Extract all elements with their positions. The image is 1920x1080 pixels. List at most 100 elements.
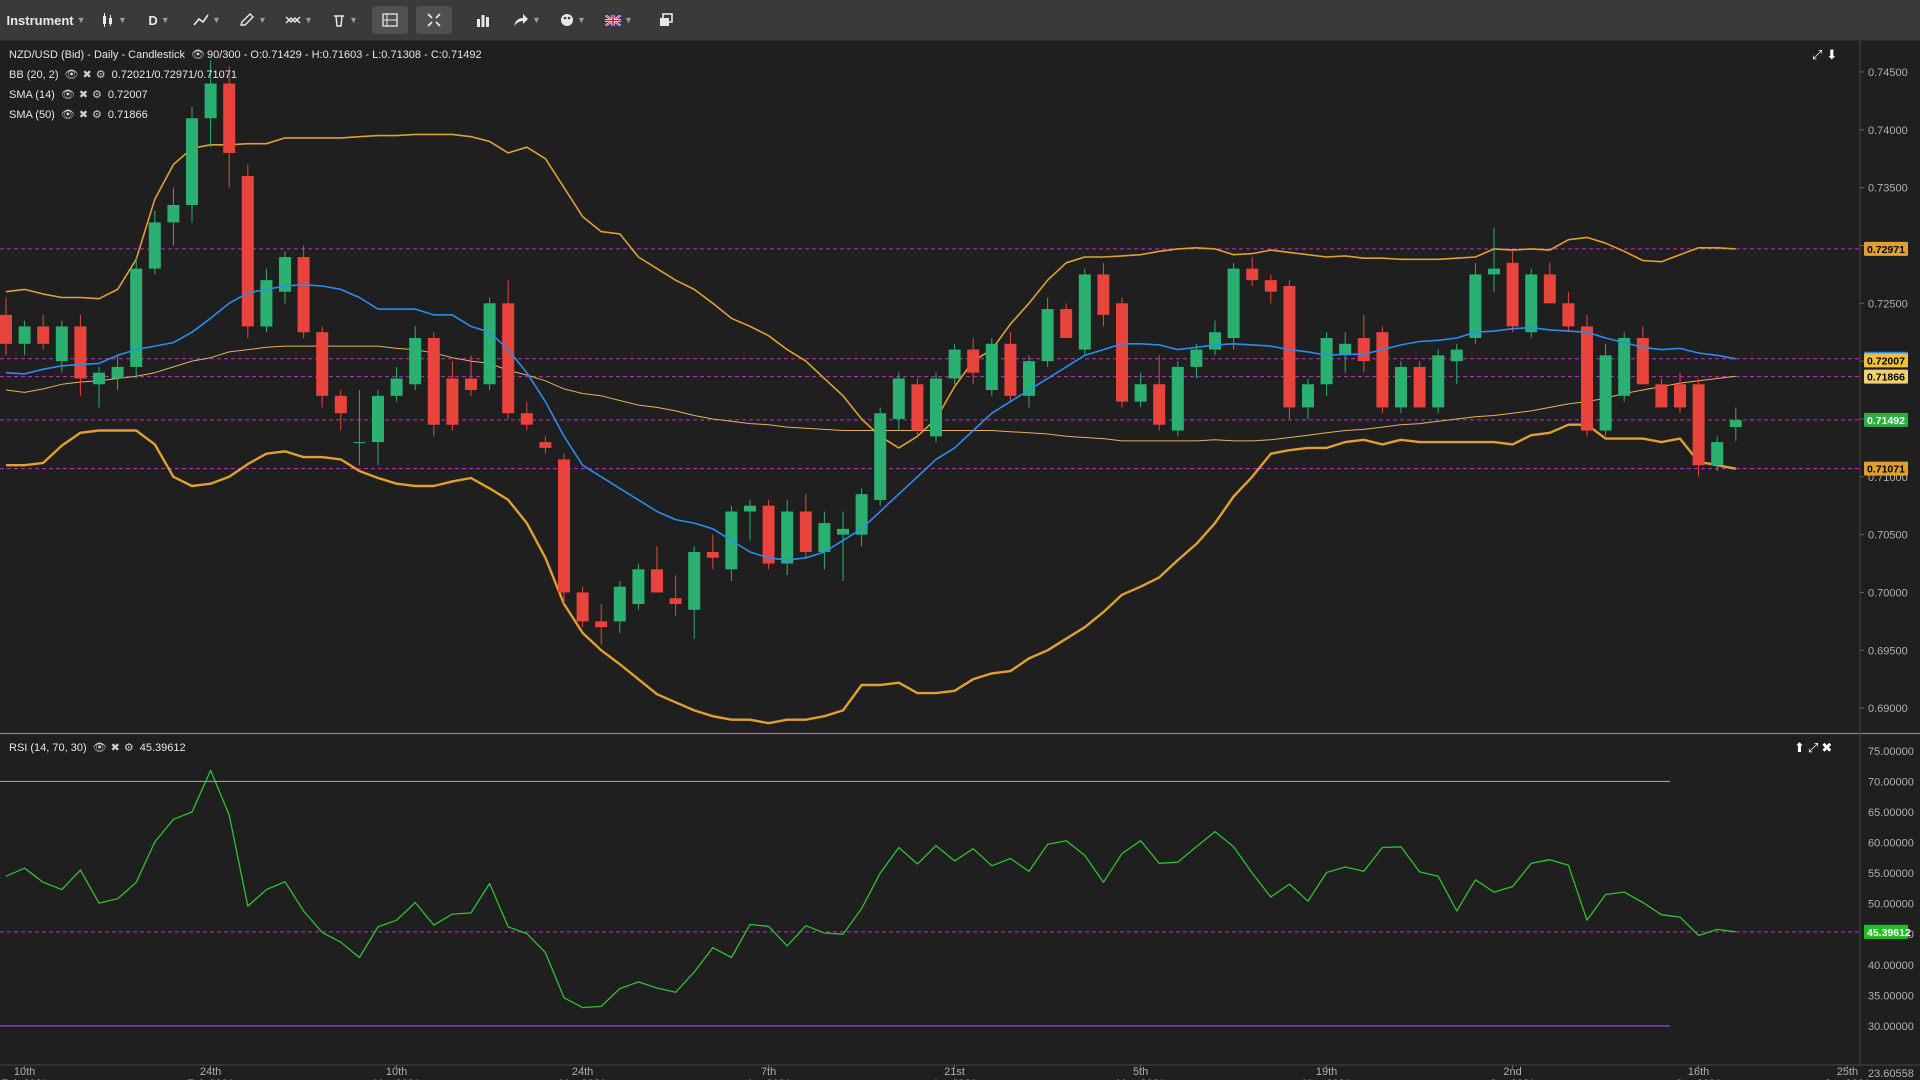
period-dropdown[interactable]: D ▼ bbox=[142, 0, 176, 40]
candle-down bbox=[427, 338, 440, 425]
sma50-line bbox=[5, 345, 1736, 442]
delete-tools-button[interactable]: ▼ bbox=[328, 0, 362, 40]
candle-up bbox=[874, 413, 887, 500]
price-badge-label: 0.71866 bbox=[1867, 372, 1905, 384]
instrument-label: Instrument bbox=[6, 12, 74, 28]
gear-icon[interactable]: ⚙ bbox=[92, 89, 102, 101]
gear-icon[interactable]: ⚙ bbox=[92, 109, 102, 121]
date-month-label: Jun 2021 bbox=[1490, 1078, 1535, 1080]
candle-down bbox=[1376, 332, 1389, 408]
drawing-tools-button[interactable]: ▼ bbox=[236, 0, 270, 40]
rsi-tick-label: 30.00000 bbox=[1868, 1021, 1914, 1033]
language-button[interactable]: ▼ bbox=[602, 0, 636, 40]
rsi-line bbox=[5, 769, 1736, 1009]
gear-icon[interactable]: ⚙ bbox=[95, 69, 106, 81]
price-badge bbox=[1864, 412, 1908, 427]
eye-icon[interactable]: 👁 bbox=[60, 109, 75, 121]
price-badge-label: 0.72007 bbox=[1867, 355, 1905, 367]
gear-icon[interactable]: ⚙ bbox=[123, 742, 134, 754]
candle-up bbox=[1171, 366, 1184, 431]
candle-down bbox=[967, 349, 980, 373]
crossed-lines-icon bbox=[285, 16, 301, 24]
candle-up bbox=[204, 83, 217, 119]
ohlc-values: 90/300 - O:0.71429 - H:0.71603 - L:0.713… bbox=[207, 48, 482, 61]
close-icon[interactable]: ✖ bbox=[78, 109, 89, 121]
candle-down bbox=[1004, 343, 1017, 396]
move-down-icon[interactable]: ⬇ bbox=[1826, 47, 1838, 62]
rsi-legend: RSI (14, 70, 30) 👁 ✖ ⚙ 45.39612 bbox=[9, 741, 186, 755]
candle-up bbox=[1078, 274, 1091, 350]
main-legend-title: NZD/USD (Bid) - Daily - Candlestick 👁 90… bbox=[9, 48, 482, 62]
rsi-tick-label: 75.00000 bbox=[1868, 746, 1914, 758]
close-icon[interactable]: ✖ bbox=[110, 742, 120, 754]
eye-icon[interactable]: 👁 bbox=[191, 49, 205, 61]
candle-down bbox=[762, 505, 775, 564]
price-tick-label: 0.70500 bbox=[1868, 530, 1908, 542]
rsi-tick-label: 40.00000 bbox=[1868, 960, 1914, 972]
candle-down bbox=[1581, 326, 1593, 431]
candle-up bbox=[483, 303, 496, 385]
price-tick-label: 0.74500 bbox=[1868, 67, 1908, 79]
price-badge-label: 0.71071 bbox=[1867, 464, 1905, 476]
price-tick-label: 0.70000 bbox=[1868, 587, 1908, 599]
rsi-tick-label: 70.00000 bbox=[1868, 776, 1914, 788]
candle-up bbox=[353, 442, 366, 444]
bar-chart-button[interactable] bbox=[466, 0, 500, 40]
move-up-icon[interactable]: ⬆ bbox=[1794, 740, 1805, 755]
popout-button[interactable] bbox=[654, 0, 678, 40]
eye-icon[interactable]: 👁 bbox=[60, 89, 75, 101]
eye-icon[interactable]: 👁 bbox=[64, 69, 79, 81]
maximize-icon[interactable]: ⤢ bbox=[1812, 47, 1823, 62]
price-badge bbox=[1864, 241, 1908, 256]
candle-up bbox=[1339, 343, 1352, 356]
eye-icon[interactable]: 👁 bbox=[92, 742, 107, 754]
price-badge bbox=[1864, 369, 1908, 384]
studies-button[interactable]: ▼ bbox=[282, 0, 316, 40]
chevron-down-icon: ▼ bbox=[349, 15, 358, 25]
date-day-label: 21st bbox=[944, 1066, 965, 1078]
candle-down bbox=[1562, 303, 1575, 327]
candle-up bbox=[1488, 268, 1500, 275]
candle-up bbox=[744, 505, 756, 512]
candle-up bbox=[930, 378, 942, 437]
candle-up bbox=[55, 326, 68, 362]
candle-down bbox=[74, 326, 87, 379]
candle-down bbox=[576, 592, 589, 622]
candle-down bbox=[1246, 268, 1259, 281]
chevron-down-icon: ▼ bbox=[258, 15, 267, 25]
date-month-label: Apr 2021 bbox=[932, 1078, 977, 1080]
rsi-tick-label: 60.00000 bbox=[1868, 838, 1914, 850]
share-button[interactable]: ▼ bbox=[510, 0, 544, 40]
candle-down bbox=[539, 442, 552, 448]
indicator-line-icon bbox=[193, 14, 209, 26]
indicators-button[interactable]: ▼ bbox=[190, 0, 224, 40]
price-badge-label: 0.71492 bbox=[1867, 415, 1905, 427]
maximize-icon[interactable]: ⤢ bbox=[1807, 740, 1819, 755]
chart-type-button[interactable]: ▼ bbox=[98, 0, 130, 40]
date-day-label: 10th bbox=[386, 1066, 407, 1078]
candle-up bbox=[167, 204, 180, 223]
date-month-label: Jun 2021 bbox=[1676, 1078, 1721, 1080]
candle-up bbox=[1302, 384, 1314, 408]
indicator-name: SMA (50) bbox=[9, 108, 55, 121]
candle-up bbox=[837, 528, 849, 535]
sma14-line bbox=[5, 284, 1736, 561]
candle-down bbox=[1264, 280, 1277, 292]
fit-screen-button[interactable] bbox=[416, 6, 452, 34]
close-icon[interactable]: ✖ bbox=[78, 89, 89, 101]
rsi-tick-label: 55.00000 bbox=[1868, 868, 1914, 880]
price-tick-label: 0.74000 bbox=[1868, 125, 1908, 137]
close-pane-icon[interactable]: ✖ bbox=[1821, 740, 1833, 755]
candle-down bbox=[1692, 384, 1705, 466]
candle-down bbox=[1674, 384, 1686, 408]
close-icon[interactable]: ✖ bbox=[82, 69, 92, 81]
candle-down bbox=[1283, 285, 1296, 408]
theme-button[interactable]: ▼ bbox=[556, 0, 590, 40]
candle-down bbox=[1153, 384, 1166, 425]
layout-button[interactable] bbox=[372, 6, 408, 34]
date-day-label: 19th bbox=[1316, 1066, 1337, 1078]
instrument-dropdown[interactable]: Instrument ▼ bbox=[6, 0, 86, 40]
chart-canvas[interactable]: 0.745000.740000.735000.730000.725000.720… bbox=[0, 40, 1920, 1080]
date-month-label: Mar 2021 bbox=[373, 1078, 419, 1080]
main-pane-controls: ⤢ ⬇ bbox=[1812, 47, 1837, 63]
